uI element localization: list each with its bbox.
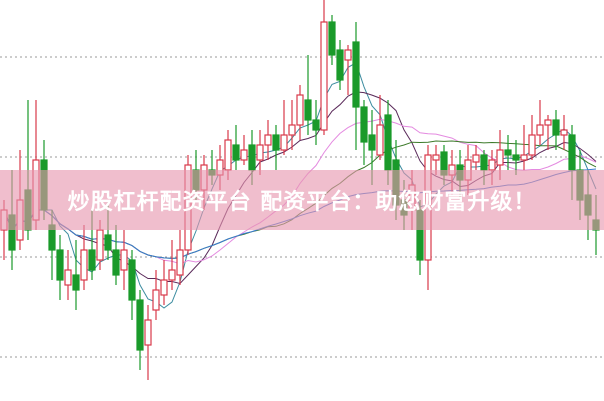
- candle-down: [504, 149, 512, 156]
- candle-down: [360, 106, 368, 143]
- candle-up: [432, 154, 440, 161]
- candle-up: [280, 134, 288, 151]
- candle-up: [472, 154, 480, 163]
- candle-down: [352, 41, 360, 108]
- candle-down: [136, 299, 144, 351]
- candle-up: [168, 269, 176, 281]
- candle-up: [288, 124, 296, 136]
- candle-down: [552, 119, 560, 136]
- candle-down: [384, 114, 392, 171]
- candle-up: [240, 149, 248, 161]
- candle-down: [112, 249, 120, 276]
- candle-up: [560, 129, 568, 136]
- candle-down: [368, 134, 376, 151]
- candle-down: [328, 21, 336, 56]
- candle-up: [536, 124, 544, 136]
- candle-down: [512, 154, 520, 161]
- candle-down: [248, 144, 256, 171]
- candle-down: [304, 99, 312, 121]
- candle-down: [128, 259, 136, 301]
- candle-up: [64, 269, 72, 286]
- candle-up: [488, 159, 496, 171]
- candle-down: [336, 49, 344, 81]
- candle-down: [232, 144, 240, 161]
- overlay-banner: 炒股杠杆配资平台 配资平台：助您财富升级！: [0, 170, 604, 230]
- candle-down: [72, 274, 80, 291]
- candle-up: [344, 49, 352, 61]
- candle-up: [152, 289, 160, 311]
- candle-up: [320, 21, 328, 131]
- candle-down: [568, 134, 576, 171]
- candle-up: [496, 149, 504, 166]
- banner-text: 炒股杠杆配资平台 配资平台：助您财富升级！: [67, 190, 537, 215]
- candle-up: [224, 139, 232, 171]
- candle-up: [120, 249, 128, 271]
- candle-down: [56, 249, 64, 281]
- candle-up: [376, 124, 384, 156]
- candle-down: [104, 234, 112, 251]
- candle-up: [528, 134, 536, 156]
- candle-up: [296, 94, 304, 126]
- candle-up: [520, 154, 528, 161]
- candle-up: [80, 249, 88, 281]
- candle-up: [144, 319, 152, 346]
- candle-up: [264, 134, 272, 146]
- candle-down: [88, 249, 96, 271]
- candle-up: [544, 119, 552, 126]
- candle-down: [272, 134, 280, 151]
- candle-up: [160, 279, 168, 296]
- candle-up: [176, 249, 184, 276]
- candle-up: [96, 229, 104, 261]
- candle-up: [256, 144, 264, 161]
- candle-down: [480, 154, 488, 171]
- candle-down: [312, 119, 320, 131]
